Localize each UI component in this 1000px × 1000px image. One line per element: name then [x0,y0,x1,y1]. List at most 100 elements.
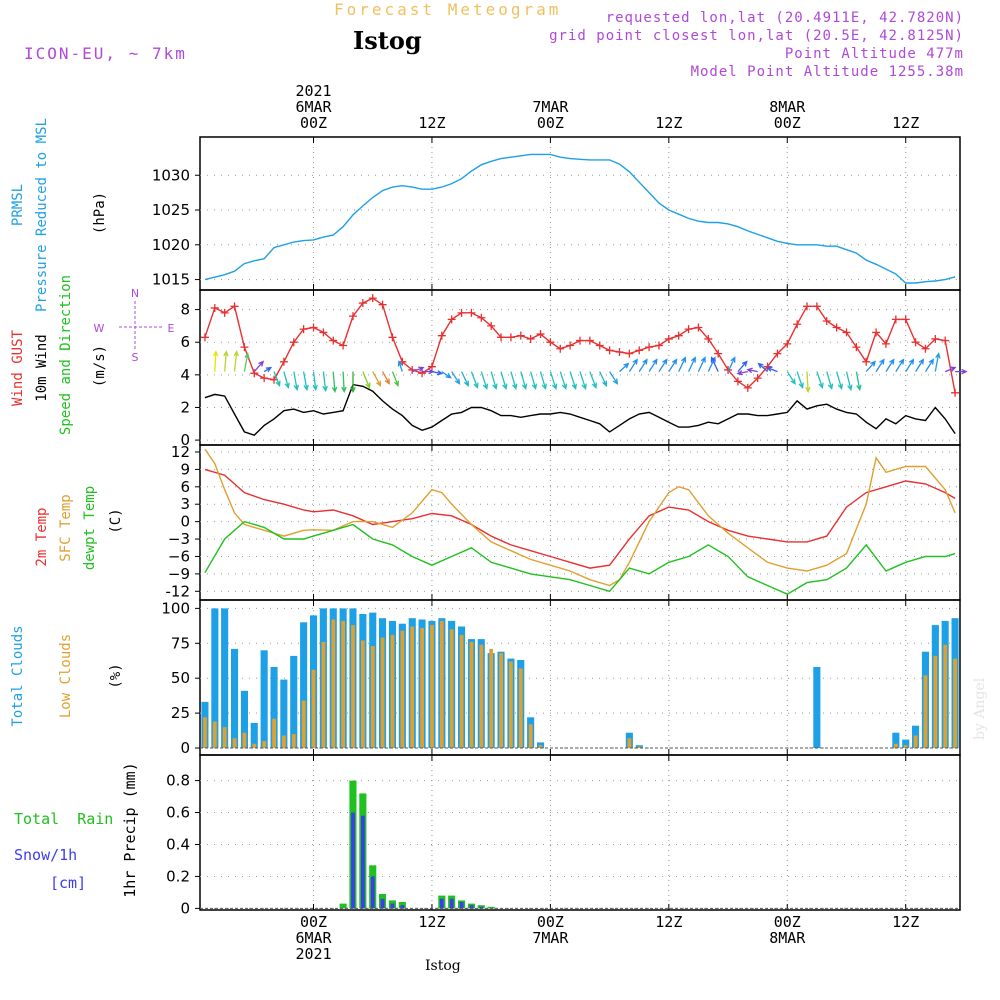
gust-marker [704,334,713,343]
bar-4-2 [351,625,355,748]
compass-e: E [168,322,175,335]
bar-4-1 [240,690,248,749]
gust-marker [714,349,723,358]
gust-marker [250,369,259,378]
gust-marker [872,328,881,337]
bar-4-2 [311,669,316,748]
y-tick-label: 6 [180,333,190,351]
bar-4-2 [953,658,957,748]
bar-5-2 [439,898,444,909]
gust-marker [881,339,890,348]
bar-4-2 [321,641,326,748]
bar-4-2 [518,668,523,748]
wind-arrow [924,358,935,372]
time-label-line: 8MAR [769,929,806,947]
gust-marker [339,341,348,350]
gust-marker [941,336,950,345]
gust-marker [822,317,831,325]
y-tick-label: 0.4 [166,835,190,853]
wind-arrow [431,370,444,376]
wind-arrow [283,371,290,390]
wind-arrow [461,371,469,387]
wind-arrow [391,371,399,388]
wind-arrow [710,356,719,372]
gust-marker [763,362,772,371]
y-tick-label: −6 [168,547,190,565]
series-line-2-2 [204,383,956,437]
gust-marker [210,303,219,312]
bar-4-2 [410,626,415,748]
wind-arrow [599,371,608,387]
wind-arrow [638,358,648,372]
y-tick-label: 3 [180,495,190,513]
time-label: 8MAR 00Z [747,99,827,131]
y-tick-label: 25 [171,704,190,722]
y-tick-label: 100 [161,599,190,617]
gust-marker [378,300,387,309]
gust-marker [625,349,634,358]
wind-arrow [273,371,281,388]
gust-marker [368,294,377,303]
gust-marker [279,357,288,366]
bar-4-2 [252,743,257,748]
bar-4-1 [211,608,219,748]
compass-rose: N S W E [94,287,175,364]
bar-4-2 [203,717,207,748]
bar-4-2 [479,644,484,748]
time-label-line: 7MAR [532,98,569,116]
wind-arrow [589,371,598,390]
wind-arrow [688,356,696,372]
wind-arrow [579,371,587,391]
wind-arrow [331,371,338,394]
gust-marker [911,338,920,347]
time-label-line: 00Z [299,114,328,132]
wind-arrow [382,371,390,385]
bar-4-2 [509,661,513,748]
bar-5-2 [361,815,365,909]
wind-arrow [678,356,686,372]
compass-s: S [132,351,139,364]
wind-arrow [805,371,811,394]
gust-marker [447,315,456,324]
bar-4-2 [242,732,247,749]
bar-4-2 [637,746,642,748]
gust-marker [319,328,328,337]
time-label-line: 12Z [892,114,920,132]
wind-arrow [796,371,804,390]
gust-marker [289,338,298,347]
gust-marker [418,369,427,378]
bar-5-2 [469,905,474,909]
wind-arrow [549,371,558,391]
bar-4-2 [459,634,464,748]
time-label-line: 00Z [536,913,564,931]
gust-marker [358,299,367,308]
time-label-line: 6MAR [295,929,332,947]
gust-marker [951,388,960,397]
gust-marker [635,346,644,355]
gust-marker [477,313,486,322]
time-label-line: 12Z [892,913,920,931]
gust-marker [240,343,249,352]
panel-frame-2 [199,289,961,446]
y-tick-label: −3 [168,530,190,548]
model-point-altitude: Model Point Altitude 1255.38m [690,64,964,80]
bar-4-2 [272,718,276,748]
bar-5-1 [487,906,495,909]
bar-4-2 [331,619,336,748]
wind-arrow [934,352,941,372]
y-tick-label: 8 [180,301,190,319]
time-label-line: 6MAR [295,98,332,116]
wind-arrow [915,358,925,372]
wind-arrow [875,358,885,372]
gust-marker [506,333,515,342]
wind-arrow [520,371,528,391]
gust-marker [694,323,703,332]
y-tick-label: 1025 [152,201,190,219]
y-tick-label: 6 [180,478,190,496]
wind-arrow [500,371,508,391]
wind-arrow [441,371,452,379]
wind-arrow [411,366,425,373]
bar-4-2 [894,743,898,748]
wind-arrow [658,358,668,372]
bar-4-2 [528,724,533,748]
